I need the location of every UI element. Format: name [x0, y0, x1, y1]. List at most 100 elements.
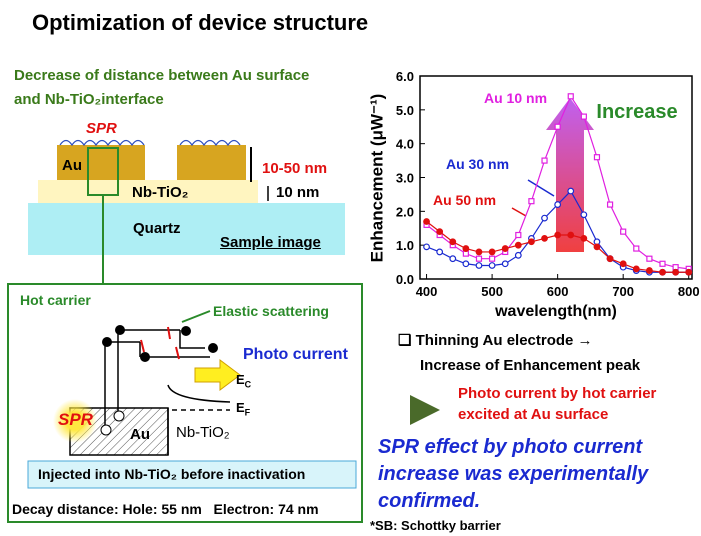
annotation: Increase	[596, 101, 677, 123]
point	[476, 249, 482, 255]
y-tick-label: 6.0	[396, 69, 414, 84]
point	[529, 199, 534, 204]
point	[542, 236, 548, 242]
point	[463, 261, 469, 267]
level: EF	[236, 400, 250, 418]
series-label: Au 30 nm	[446, 156, 509, 172]
y-axis-label: Enhancement (μW⁻¹)	[367, 94, 386, 263]
point	[424, 219, 430, 225]
point	[555, 124, 560, 129]
point	[450, 256, 456, 262]
finding: Photo current by hot carrier excited at …	[458, 383, 658, 425]
point	[621, 229, 626, 234]
label: Nb-TiO₂	[176, 424, 230, 441]
pointer	[512, 208, 526, 216]
point	[660, 261, 665, 266]
label: SPR	[58, 410, 93, 430]
point	[660, 269, 666, 275]
point	[568, 94, 573, 99]
y-tick-label: 2.0	[396, 204, 414, 219]
point	[502, 246, 508, 252]
level-main: E	[236, 372, 245, 387]
point	[647, 256, 652, 261]
elastic-arrow	[182, 311, 210, 322]
point	[476, 263, 482, 269]
label: Decay distance: Hole: 55 nm Electron: 74…	[12, 501, 319, 517]
label: SPR	[86, 120, 117, 137]
point	[450, 239, 456, 245]
level: EC	[236, 372, 251, 390]
point	[529, 239, 535, 245]
point	[581, 212, 587, 218]
point	[594, 155, 599, 160]
pointer	[528, 180, 554, 196]
level-sub: C	[245, 380, 252, 390]
series-label: Au 10 nm	[484, 90, 547, 106]
point	[647, 268, 653, 274]
series-label: Au 50 nm	[433, 192, 496, 208]
point	[516, 233, 521, 238]
x-tick-label: 500	[481, 284, 503, 299]
bullet: ❑ Thinning Au electrode →	[398, 331, 593, 349]
label: Sample image	[220, 234, 321, 251]
point	[542, 215, 548, 221]
level-sub: F	[245, 408, 251, 418]
point	[555, 202, 561, 208]
point	[463, 246, 469, 252]
x-tick-label: 600	[547, 284, 569, 299]
bullet: Increase of Enhancement peak	[420, 357, 640, 374]
au-block	[177, 145, 246, 180]
point	[568, 188, 574, 194]
y-tick-label: 0.0	[396, 272, 414, 287]
label: Quartz	[133, 220, 181, 237]
point	[633, 266, 639, 272]
point	[437, 229, 443, 235]
point	[634, 246, 639, 251]
point	[437, 249, 443, 255]
label: Elastic scattering	[213, 303, 329, 319]
point	[608, 202, 613, 207]
increase-arrow	[546, 98, 594, 252]
bullet-triangle	[410, 395, 440, 425]
point	[620, 261, 626, 267]
y-tick-label: 3.0	[396, 171, 414, 186]
slide: Enhancement (μW⁻¹) wavelength(nm) Increa…	[0, 0, 701, 536]
plasmon-waves	[60, 141, 240, 146]
point	[424, 244, 430, 250]
point	[686, 269, 692, 275]
point	[581, 236, 587, 242]
y-tick-label: 5.0	[396, 103, 414, 118]
point	[594, 244, 600, 250]
point	[476, 256, 481, 261]
x-axis-label: wavelength(nm)	[494, 303, 617, 320]
y-tick-label: 1.0	[396, 238, 414, 253]
label: 10 nm	[276, 184, 319, 201]
label: Nb-TiO₂	[132, 184, 188, 201]
point	[542, 158, 547, 163]
conclusion: SPR effect by photo current increase was…	[378, 434, 688, 515]
heading: Decrease of distance between Au surface …	[14, 64, 314, 112]
title: Optimization of device structure	[32, 10, 368, 36]
point	[568, 232, 574, 238]
footnote: *SB: Schottky barrier	[370, 518, 501, 533]
label: 10-50 nm	[262, 160, 327, 177]
label: Au	[62, 157, 82, 174]
point	[516, 253, 522, 259]
point	[489, 263, 495, 269]
point	[607, 256, 613, 262]
chart: Enhancement (μW⁻¹) wavelength(nm) Increa…	[367, 69, 699, 320]
point	[490, 256, 495, 261]
level-main: E	[236, 400, 245, 415]
label: Injected into Nb-TiO₂ before inactivatio…	[38, 466, 305, 482]
point	[673, 269, 679, 275]
point	[516, 242, 522, 248]
label: Au	[130, 426, 150, 443]
y-tick-label: 4.0	[396, 137, 414, 152]
point	[502, 261, 508, 267]
x-tick-label: 400	[416, 284, 438, 299]
x-tick-label: 700	[612, 284, 634, 299]
point	[581, 114, 586, 119]
point	[555, 232, 561, 238]
label: Hot carrier	[20, 292, 91, 308]
photo-arrow	[195, 360, 240, 390]
